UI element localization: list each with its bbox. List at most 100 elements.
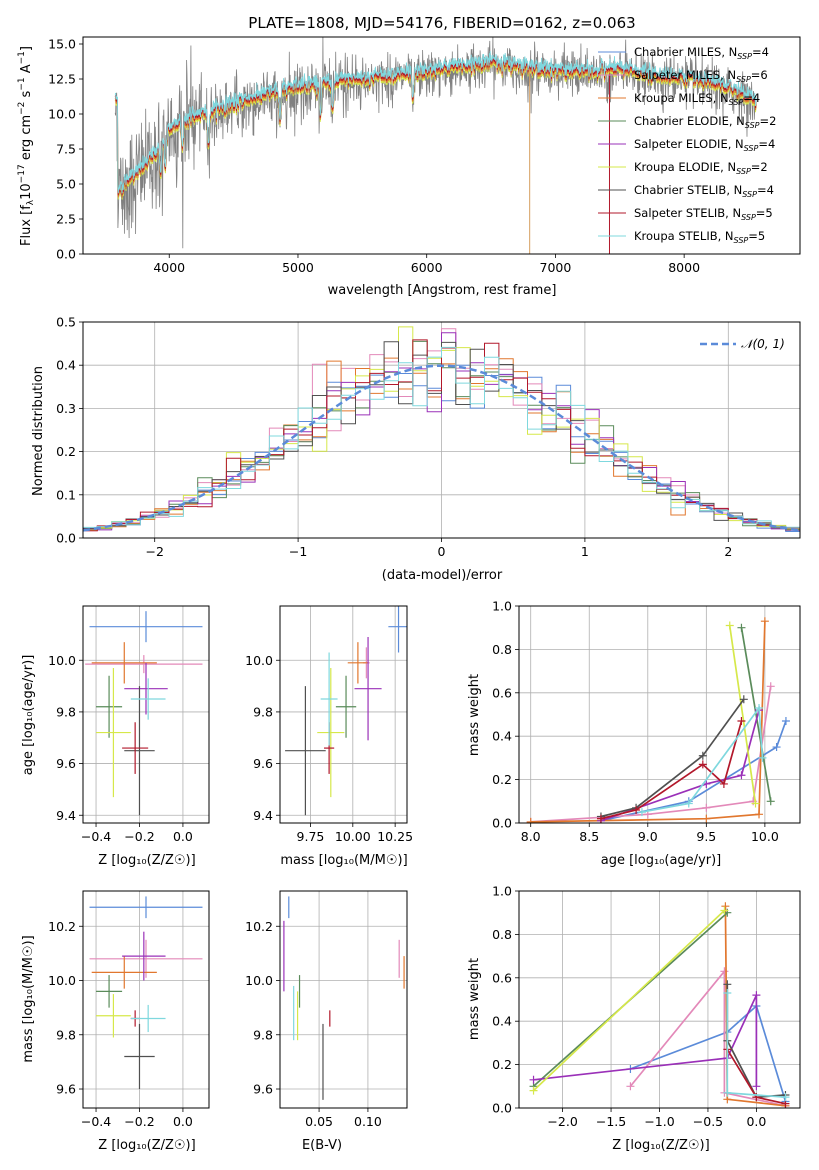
legend-entry-chab_elodie: Chabrier ELODIE, NSSP=2 — [598, 114, 776, 130]
axes-frame — [82, 321, 801, 539]
weight-vs-Z-xlabel: Z [log₁₀(Z/Z☉)] — [612, 1138, 709, 1153]
weight-line — [530, 686, 772, 823]
weight-marker — [702, 803, 711, 812]
x-tick-label: 0.10 — [354, 1114, 382, 1129]
x-tick-label: 1 — [581, 544, 589, 559]
mass_vs_Z-grid — [83, 891, 209, 1108]
legend-label: Chabrier MILES, NSSP=4 — [634, 45, 769, 61]
y-tick-label: 1.0 — [492, 884, 512, 899]
weight-marker — [529, 1075, 538, 1084]
x-tick-label: 8.0 — [521, 829, 541, 844]
y-tick-label: 0.2 — [56, 444, 76, 459]
errorbar-kroupa_stelib — [130, 1004, 166, 1033]
weight-marker — [684, 799, 693, 808]
model-spectrum-kroupa_stelib — [114, 51, 757, 194]
y-tick-label: 0.8 — [492, 927, 512, 942]
axes-frame — [82, 890, 210, 1109]
weight-vs-age-xlabel: age [log₁₀(age/yr)] — [601, 853, 722, 868]
residual-histogram-panel: −2 −1 0 1 2 0.0 0.1 0.2 0.3 0.4 0.5 — [56, 315, 801, 559]
weight-series-salp_elodie — [596, 706, 764, 823]
errorbar-salp_elodie — [124, 662, 168, 715]
x-tick-label: −1 — [289, 544, 307, 559]
x-tick-label: 4000 — [153, 260, 185, 275]
y-tick-label: 5.0 — [56, 177, 76, 192]
weight-marker — [626, 1082, 635, 1091]
x-tick-label: 0.05 — [305, 1114, 333, 1129]
x-tick-label: −0.4 — [81, 1114, 111, 1129]
mass-vs-metallicity-panel: −0.4 −0.2 0.0 9.6 9.8 10.0 10.2 — [48, 890, 210, 1129]
normal-distribution-curve — [83, 364, 800, 532]
errorbar-salp_miles — [89, 939, 203, 978]
y-tick-label: 0.6 — [492, 685, 512, 700]
spectrum-plot-area — [114, 37, 757, 254]
y-tick-label: 15.0 — [48, 37, 76, 52]
legend-label: Kroupa MILES, NSSP=4 — [634, 91, 760, 107]
y-tick-label: 9.6 — [56, 1082, 76, 1097]
legend-label: Salpeter STELIB, NSSP=5 — [634, 206, 773, 222]
weight-series-chab_stelib — [596, 695, 748, 821]
spectrum-legend: Chabrier MILES, NSSP=4 Salpeter MILES, NS… — [598, 45, 776, 245]
histogram-kroupa_stelib — [83, 346, 800, 538]
y-tick-label: 0.0 — [56, 531, 76, 546]
x-tick-label: 7000 — [540, 260, 572, 275]
age-vs-metallicity-panel: −0.4 −0.2 0.0 9.4 9.6 9.8 10.0 — [48, 605, 210, 844]
weight_vs_Z-plot-area — [529, 902, 790, 1108]
weight-marker — [725, 621, 734, 630]
y-tick-label: 9.6 — [253, 1082, 273, 1097]
errorbar-salp_elodie — [354, 637, 382, 741]
weight-line — [629, 968, 786, 1107]
legend-entry-salp_stelib: Salpeter STELIB, NSSP=5 — [598, 206, 773, 222]
y-tick-label: 1.0 — [492, 599, 512, 614]
weight-marker — [698, 751, 707, 760]
y-tick-label: 0.2 — [492, 772, 512, 787]
weight-marker — [637, 808, 646, 817]
y-tick-label: 0.0 — [492, 1101, 512, 1116]
errorbar-kroupa_miles — [91, 956, 157, 989]
weight-series-kroupa_elodie — [725, 621, 760, 808]
y-tick-label: 0.3 — [56, 401, 76, 416]
x-tick-label: −1.5 — [596, 1114, 626, 1129]
weight-marker — [737, 771, 746, 780]
y-tick-label: 9.8 — [253, 1027, 273, 1042]
errorbar-kroupa_miles — [347, 642, 369, 684]
errorbar-chab_elodie — [96, 975, 123, 1008]
errorbar-chab_stelib — [124, 686, 155, 816]
weight-marker — [737, 623, 746, 632]
weight-line — [600, 720, 743, 820]
spectrum-title: PLATE=1808, MJD=54176, FIBERID=0162, z=0… — [248, 14, 635, 32]
axes-frame — [279, 605, 408, 824]
x-tick-label: 9.5 — [696, 829, 716, 844]
weight-line — [600, 709, 760, 822]
errorbar-kroupa_miles — [91, 642, 157, 684]
y-tick-label: 0.6 — [492, 970, 512, 985]
axes-frame — [518, 890, 801, 1109]
errorbar-chab_elodie — [96, 675, 123, 738]
spectrum-panel: 4000 5000 6000 7000 8000 0.0 2.5 5.0 7.5 10.0 12.5… — [48, 36, 801, 275]
age-vs-mass-panel: 9.75 10.00 10.25 9.4 9.6 9.8 10.0 — [245, 605, 413, 844]
legend-label: Salpeter MILES, NSSP=6 — [634, 68, 768, 84]
legend-entry-salp_elodie: Salpeter ELODIE, NSSP=4 — [598, 137, 775, 153]
x-tick-label: 0.0 — [173, 1114, 193, 1129]
y-tick-label: 10.0 — [245, 973, 273, 988]
age-vs-mass-xlabel: mass [log₁₀(M/M☉)] — [280, 853, 407, 868]
weight-series-kroupa_stelib — [723, 988, 790, 1102]
weight-line — [532, 909, 725, 1092]
weight-marker — [721, 902, 730, 911]
y-tick-label: 9.6 — [253, 756, 273, 771]
weight-marker — [720, 967, 729, 976]
weight-vs-age-ylabel: mass weight — [467, 674, 482, 756]
x-tick-label: 9.0 — [638, 829, 658, 844]
weight-line — [641, 705, 764, 813]
weight-series-kroupa_stelib — [637, 703, 767, 817]
errorbar-salp_elodie — [122, 931, 166, 981]
y-tick-label: 0.0 — [56, 247, 76, 262]
x-tick-label: 10.00 — [335, 829, 371, 844]
y-tick-label: 7.5 — [56, 142, 76, 157]
weight-marker — [596, 814, 605, 823]
weight-marker — [781, 717, 790, 726]
weight-marker — [760, 617, 769, 626]
weight-marker — [526, 817, 535, 823]
weight-marker — [632, 805, 641, 814]
legend-entry-kroupa_miles: Kroupa MILES, NSSP=4 — [598, 91, 760, 107]
weight-marker — [772, 743, 781, 752]
